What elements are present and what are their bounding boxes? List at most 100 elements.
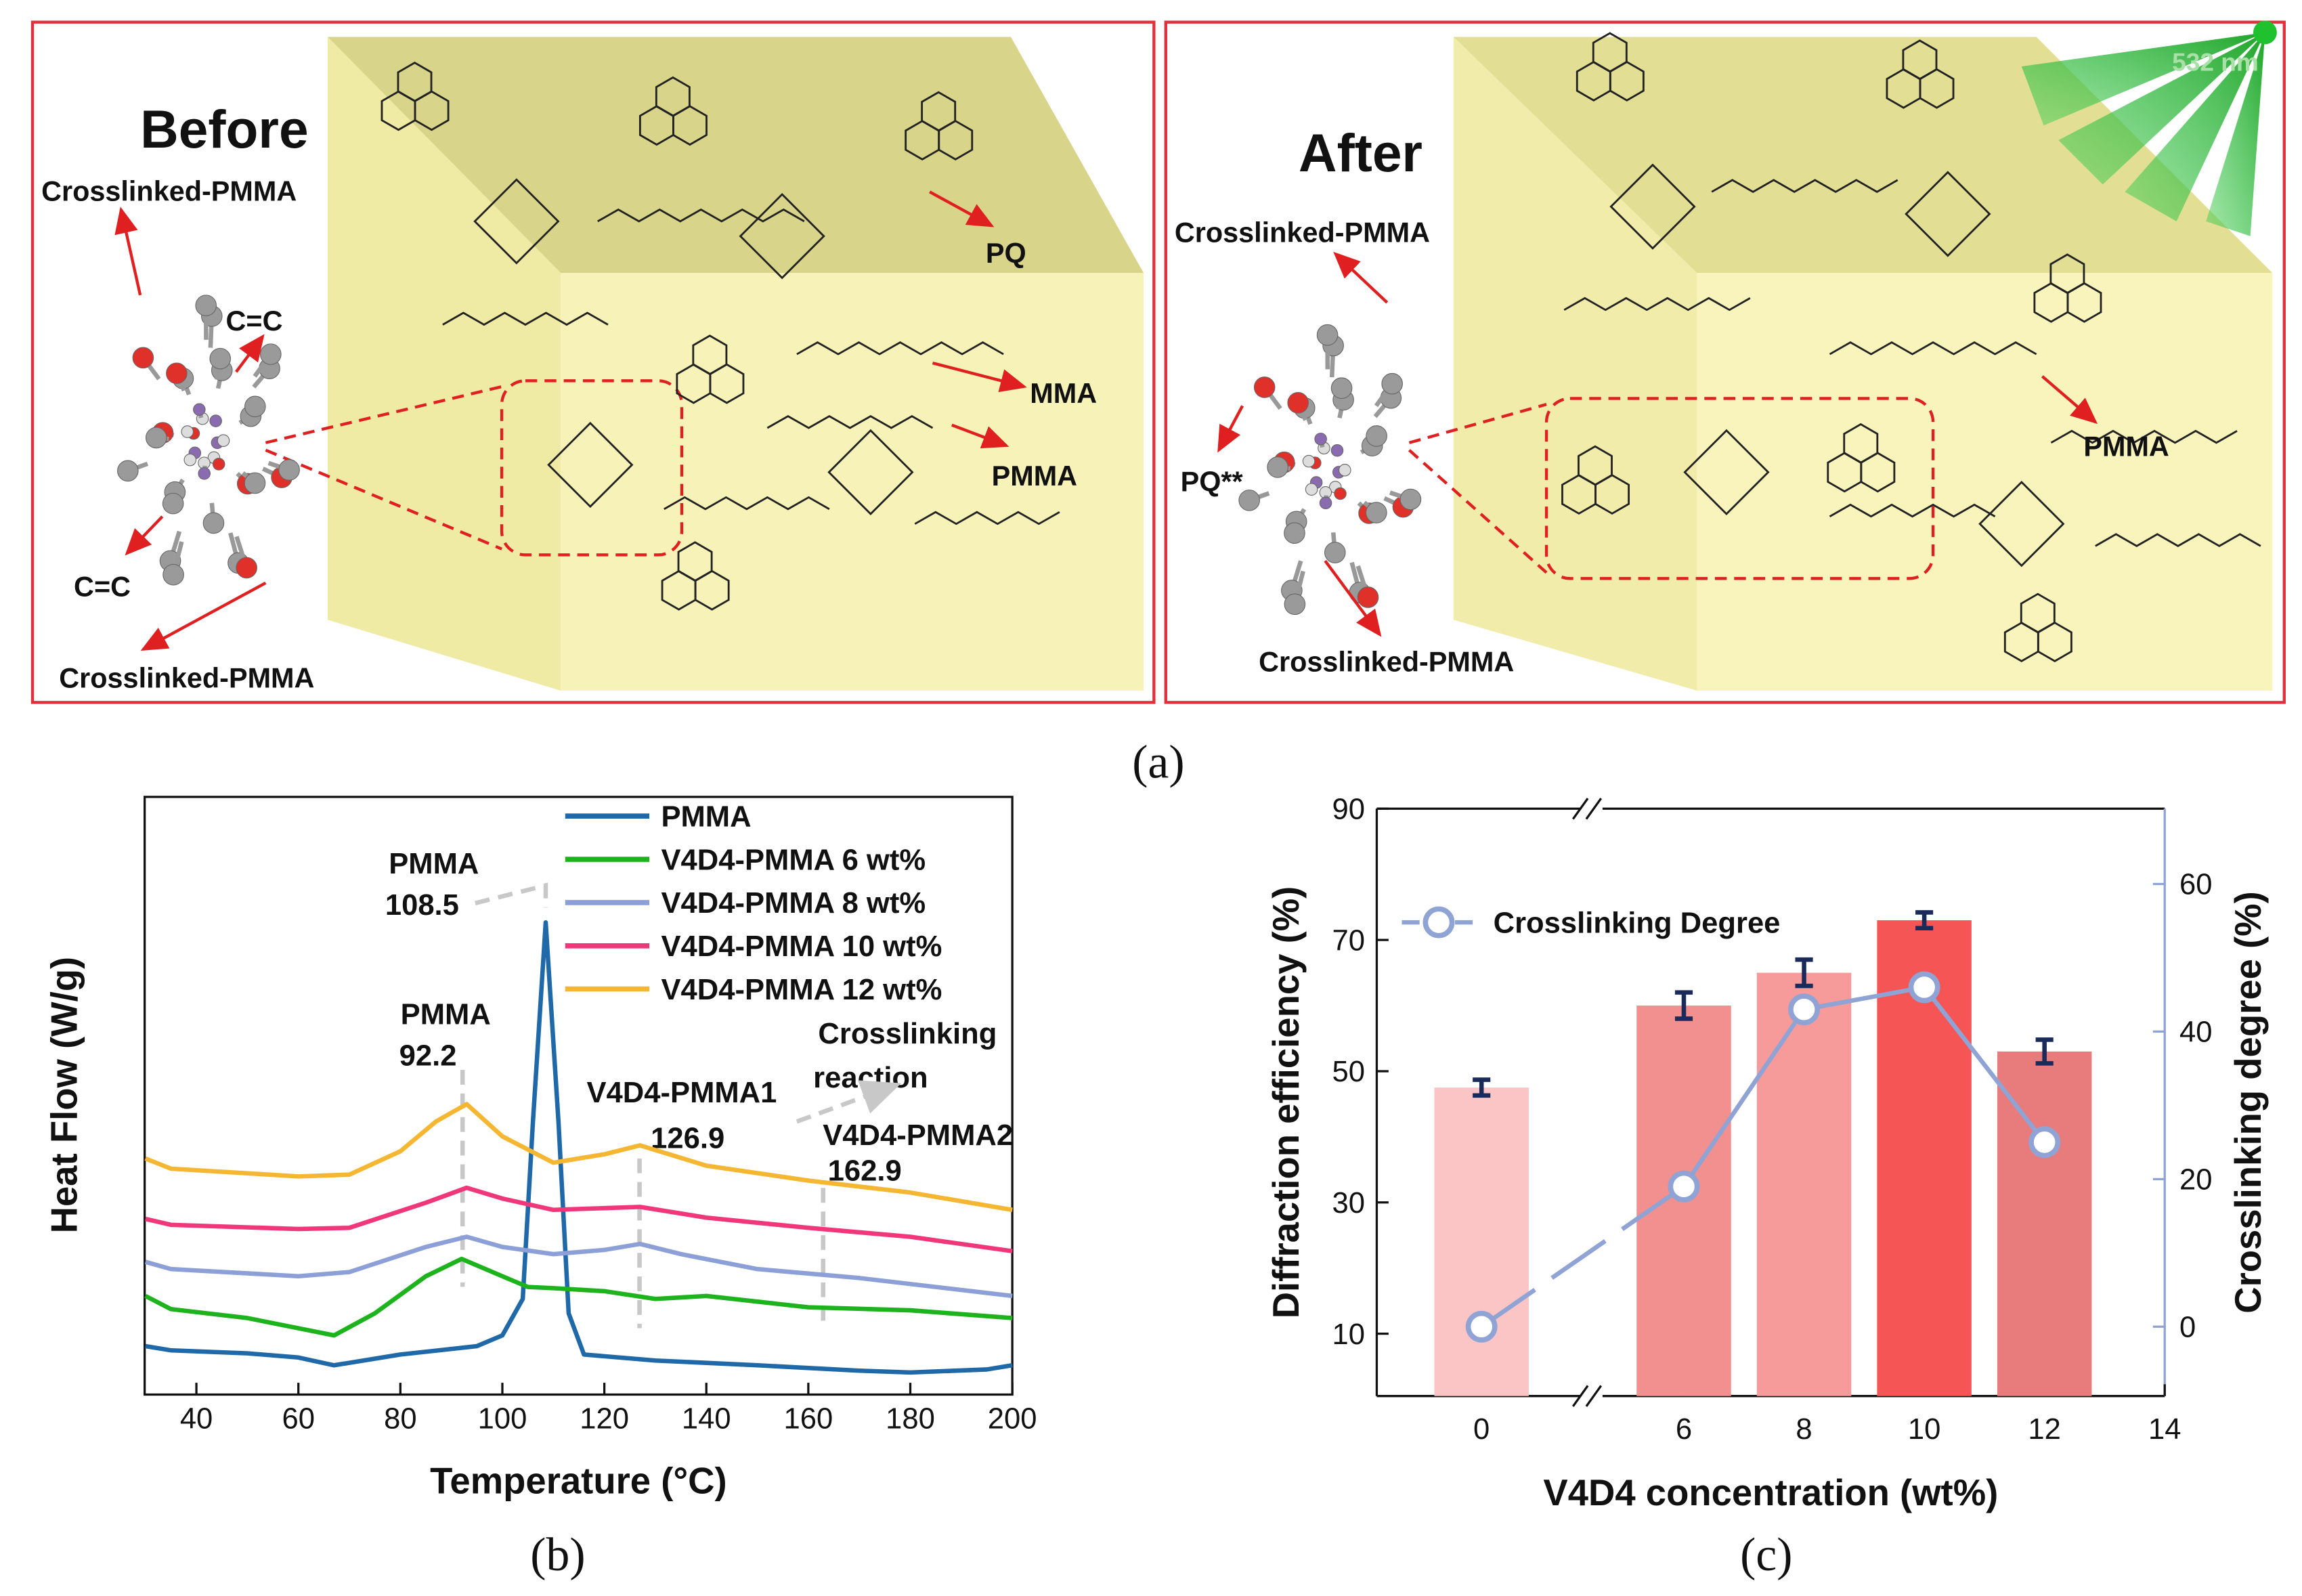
atom	[1305, 483, 1318, 496]
label: PMMA	[2083, 431, 2169, 462]
ring	[655, 76, 691, 117]
ring	[2020, 592, 2056, 634]
atom	[183, 453, 197, 467]
zoom-line	[265, 385, 502, 444]
y2-tick-label: 0	[2179, 1312, 2196, 1344]
atom	[1314, 433, 1327, 446]
arrow	[932, 362, 1027, 393]
annotation: V4D4-PMMA1	[587, 1077, 777, 1109]
data-line	[144, 1256, 1013, 1338]
legend-label: V4D4-PMMA 8 wt%	[661, 887, 926, 920]
annotation: 92.2	[399, 1040, 457, 1073]
x-tick-label: 100	[478, 1403, 527, 1436]
cube-side	[1453, 37, 1697, 691]
atom	[166, 362, 188, 385]
annotation: 108.5	[385, 889, 459, 922]
legend-label: V4D4-PMMA 12 wt%	[661, 974, 942, 1006]
annotation-note: reaction	[813, 1062, 928, 1094]
label: Crosslinked-PMMA	[1175, 217, 1430, 248]
annotation: PMMA	[401, 998, 491, 1031]
x-tick-label: 0	[1473, 1413, 1490, 1446]
arrows	[114, 190, 1027, 651]
atom	[217, 434, 230, 447]
siloxane-ring	[473, 178, 560, 265]
atom	[181, 425, 194, 438]
alkyl-chain	[1711, 179, 1898, 193]
atom	[1366, 502, 1387, 523]
label: MMA	[1030, 378, 1097, 409]
x-tick-label: 120	[580, 1403, 629, 1436]
ring	[1578, 445, 1613, 486]
label: PQ**	[1181, 467, 1244, 498]
label: Crosslinked-PMMA	[59, 663, 314, 694]
legend-label: PMMA	[661, 800, 751, 833]
atom	[1399, 488, 1422, 511]
point	[2028, 1126, 2061, 1159]
annotation-arrow	[796, 1080, 902, 1124]
point	[1908, 971, 1940, 1004]
alkyl-chain	[796, 341, 1004, 355]
ring	[692, 335, 728, 376]
label: Crosslinked-PMMA	[41, 175, 297, 207]
y-axis-title: Heat Flow (W/g)	[43, 957, 85, 1233]
arrow	[2041, 375, 2098, 425]
y2-axis-title: Crosslinking degree (%)	[2228, 891, 2269, 1314]
atom	[209, 347, 232, 370]
atom	[244, 472, 266, 494]
arrow	[1217, 405, 1244, 453]
atom	[1330, 377, 1353, 400]
x-tick-label: 200	[988, 1403, 1037, 1436]
atom	[1366, 425, 1387, 447]
atom	[162, 492, 184, 515]
alkyl-chain	[2095, 533, 2261, 548]
y2-tick-label: 40	[2179, 1016, 2212, 1049]
axis-break	[1571, 798, 1589, 820]
plot-frame	[144, 796, 1014, 1396]
point	[1668, 1170, 1700, 1203]
error-bar	[1674, 990, 1693, 1021]
atom	[1287, 392, 1309, 414]
ring	[677, 541, 713, 582]
alkyl-chain	[1829, 341, 2037, 355]
panel-after: After 532 nm Crosslinked-PMMA PQ** Cross…	[1164, 20, 2286, 704]
molecule	[1238, 324, 1422, 616]
data-line	[145, 1185, 1013, 1253]
y-tick-label: 30	[1332, 1187, 1365, 1220]
atom	[278, 459, 300, 481]
siloxane-ring	[1978, 481, 2065, 567]
atom	[1324, 542, 1346, 563]
atom	[1357, 586, 1379, 608]
panel-before: Before Crosslinked-PMMA C=C C=C Crosslin…	[30, 20, 1156, 704]
error-bar	[2035, 1037, 2054, 1066]
siloxane-ring	[1683, 429, 1770, 516]
alkyl-chain	[1563, 297, 1751, 311]
caption: (b)	[530, 1529, 585, 1581]
cube-front	[561, 273, 1144, 691]
atom	[195, 295, 217, 316]
arrow	[1324, 559, 1382, 637]
x-tick-label: 80	[384, 1403, 416, 1436]
beam	[2058, 32, 2265, 185]
atom	[193, 403, 206, 416]
x-axis-title: V4D4 concentration (wt%)	[1543, 1472, 1998, 1513]
alkyl-chain	[766, 414, 934, 429]
label: PMMA	[992, 460, 1077, 492]
label: PQ	[986, 238, 1026, 269]
siloxane-ring	[547, 421, 634, 509]
arrow	[1333, 251, 1389, 304]
ring	[921, 91, 957, 132]
axis-break	[1585, 1385, 1603, 1407]
atom	[1302, 454, 1316, 468]
atom	[132, 347, 154, 369]
annotation: 162.9	[828, 1155, 902, 1188]
atom	[162, 563, 184, 586]
caption: (a)	[1132, 737, 1184, 789]
beam	[2021, 32, 2265, 126]
x-tick-label: 8	[1796, 1413, 1812, 1446]
error-bar	[1795, 957, 1813, 989]
caption: (c)	[1740, 1529, 1792, 1581]
y-tick-label: 70	[1332, 924, 1365, 957]
y-axis-title: Diffraction efficiency (%)	[1265, 886, 1307, 1319]
atom	[244, 395, 266, 418]
